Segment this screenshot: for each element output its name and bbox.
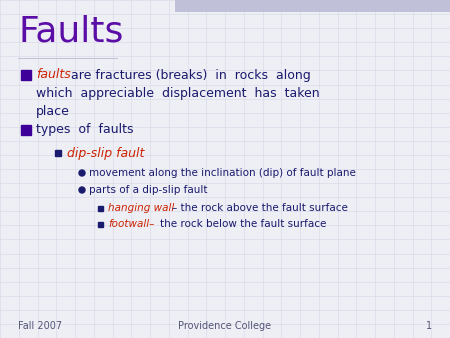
Text: types  of  faults: types of faults	[36, 123, 134, 137]
Text: 1: 1	[426, 321, 432, 331]
Text: the rock below the fault surface: the rock below the fault surface	[160, 219, 326, 229]
Text: hanging wall: hanging wall	[108, 203, 174, 213]
Circle shape	[79, 170, 85, 176]
Circle shape	[79, 187, 85, 193]
Text: Faults: Faults	[18, 14, 123, 48]
Text: Fall 2007: Fall 2007	[18, 321, 62, 331]
Bar	[55, 150, 61, 156]
Text: – the rock above the fault surface: – the rock above the fault surface	[172, 203, 348, 213]
Bar	[98, 206, 103, 211]
Text: are fractures (breaks)  in  rocks  along: are fractures (breaks) in rocks along	[71, 69, 311, 81]
Text: parts of a dip-slip fault: parts of a dip-slip fault	[89, 185, 207, 195]
Text: dip-slip fault: dip-slip fault	[67, 146, 144, 160]
Bar	[175, 0, 450, 12]
Text: Providence College: Providence College	[179, 321, 271, 331]
Bar	[18, 58, 118, 59]
Text: movement along the inclination (dip) of fault plane: movement along the inclination (dip) of …	[89, 168, 356, 178]
Text: place: place	[36, 104, 70, 118]
Bar	[98, 221, 103, 226]
Text: which  appreciable  displacement  has  taken: which appreciable displacement has taken	[36, 87, 320, 99]
Text: footwall–: footwall–	[108, 219, 154, 229]
Text: faults: faults	[36, 69, 71, 81]
